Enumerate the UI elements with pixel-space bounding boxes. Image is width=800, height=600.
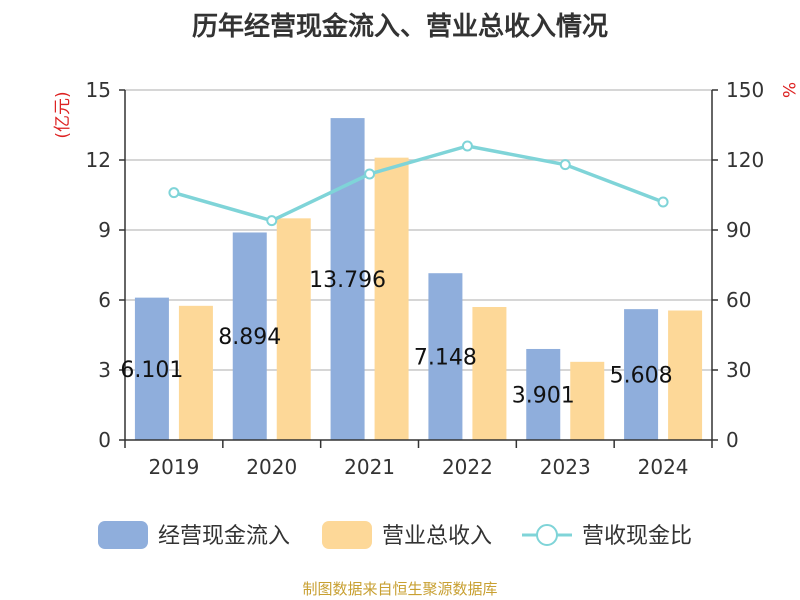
bar-value-label: 8.894: [218, 325, 281, 350]
ratio-point: [266, 215, 278, 227]
x-tick-label: 2020: [246, 455, 297, 479]
x-tick-label: 2021: [344, 455, 395, 479]
y-right-tick-label: 30: [726, 358, 751, 382]
y-right-tick-label: 150: [726, 78, 764, 102]
x-tick-label: 2022: [442, 455, 493, 479]
y-right-tick-label: 90: [726, 218, 751, 242]
legend-label: 营收现金比: [582, 524, 692, 549]
x-tick-label: 2024: [638, 455, 689, 479]
ratio-line-layer: [168, 140, 669, 227]
y-left-tick-label: 0: [98, 428, 111, 452]
bar-revenue: [374, 157, 409, 440]
x-tick-label: 2023: [540, 455, 591, 479]
gridlines: [125, 89, 712, 371]
bar-value-label: 5.608: [610, 364, 673, 389]
ratio-point: [657, 196, 669, 208]
bars: [134, 118, 703, 441]
bar-cash-inflow: [624, 309, 659, 440]
bar-cash-inflow: [526, 348, 561, 440]
legend-swatch: [322, 521, 372, 549]
y-right-tick-label: 60: [726, 288, 751, 312]
x-tick-label: 2019: [148, 455, 199, 479]
bar-revenue: [276, 218, 311, 440]
y-left-tick-label: 9: [98, 218, 111, 242]
bar-cash-inflow: [232, 232, 267, 440]
y-right-tick-label: 0: [726, 428, 739, 452]
ratio-point: [559, 159, 571, 171]
bar-revenue: [472, 307, 507, 440]
y-left-tick-label: 12: [86, 148, 111, 172]
ratio-point: [461, 140, 473, 152]
ratio-line: [173, 144, 664, 223]
y-left-tick-label: 15: [86, 78, 111, 102]
bar-value-label: 13.796: [309, 268, 386, 293]
y-left-tick-label: 6: [98, 288, 111, 312]
bar-cash-inflow: [330, 118, 365, 441]
y-axis-left-title: (亿元): [53, 91, 73, 138]
bar-cash-inflow: [134, 297, 169, 440]
legend: 经营现金流入 营业总收入 营收现金比: [98, 521, 692, 549]
bar-cash-inflow: [428, 273, 463, 440]
chart-title: 历年经营现金流入、营业总收入情况: [191, 12, 608, 42]
y-axis-right-title: %: [778, 82, 798, 98]
value-labels: 6.101 8.894 13.796 7.148 3.901 5.608: [120, 268, 672, 408]
bar-revenue: [178, 305, 213, 440]
bar-value-label: 7.148: [414, 346, 477, 371]
legend-swatch: [98, 521, 148, 549]
legend-label: 营业总收入: [382, 524, 492, 549]
y-left-tick-label: 3: [98, 358, 111, 382]
legend-swatch-marker: [536, 524, 558, 546]
y-right-tick-label: 120: [726, 148, 764, 172]
bar-value-label: 3.901: [512, 383, 575, 408]
source-note: 制图数据来自恒生聚源数据库: [302, 580, 498, 598]
bar-revenue: [570, 361, 605, 440]
bar-value-label: 6.101: [120, 358, 183, 383]
legend-label: 经营现金流入: [158, 524, 290, 549]
ratio-point: [364, 168, 376, 180]
bar-revenue: [668, 310, 703, 440]
ratio-point: [168, 187, 180, 199]
